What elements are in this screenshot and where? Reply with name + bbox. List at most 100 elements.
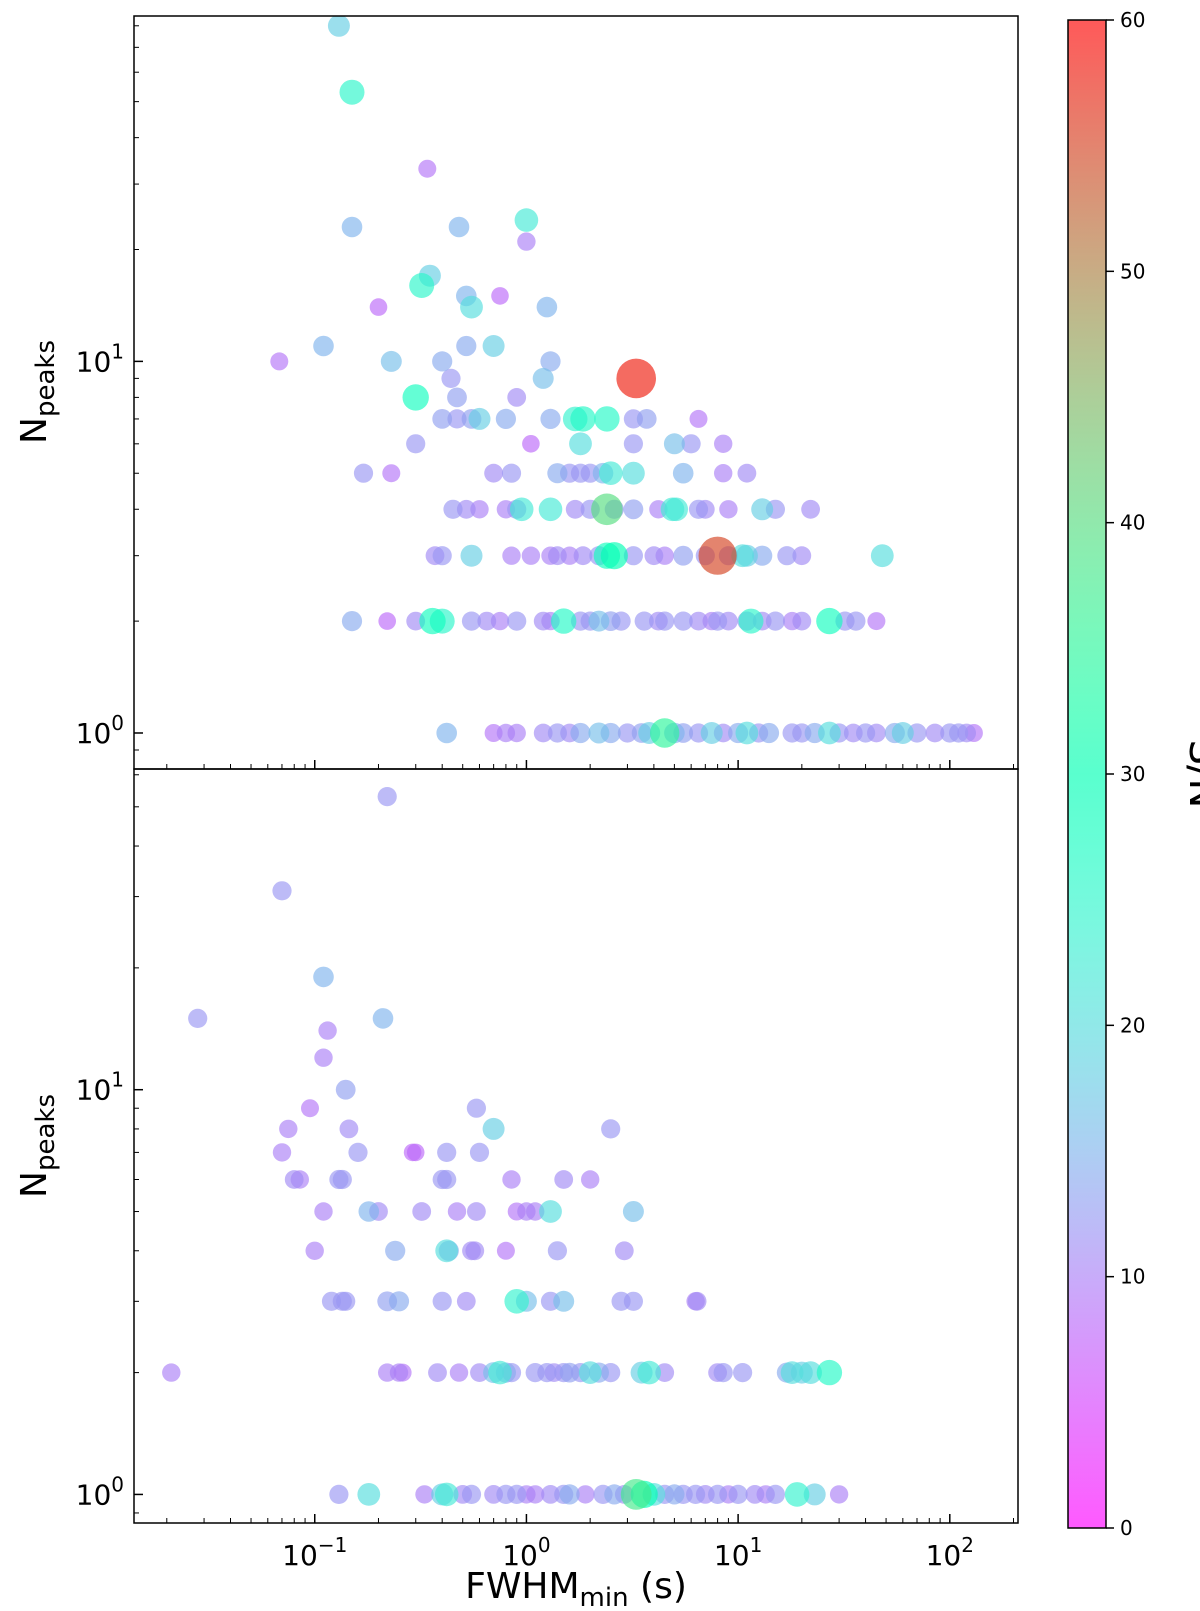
bottom-data-point bbox=[313, 966, 334, 988]
bottom-data-point bbox=[437, 1142, 457, 1162]
top-data-point bbox=[501, 463, 522, 483]
bottom-data-point bbox=[305, 1241, 324, 1261]
top-data-point bbox=[548, 546, 567, 566]
top-data-point bbox=[402, 384, 429, 411]
bottom-data-point bbox=[581, 1170, 600, 1189]
top-y-ticks: 100 101 bbox=[76, 25, 143, 770]
bottom-data-point bbox=[385, 1240, 406, 1261]
top-data-point bbox=[600, 542, 628, 570]
top-data-point bbox=[752, 545, 773, 566]
top-data-point bbox=[380, 350, 402, 372]
top-data-point bbox=[655, 611, 675, 631]
bottom-data-point bbox=[482, 1117, 505, 1140]
top-data-point bbox=[441, 368, 461, 388]
bottom-data-point bbox=[461, 1484, 482, 1504]
bottom-data-point bbox=[456, 1291, 476, 1311]
colorbar-tick-label: 30 bbox=[1120, 762, 1145, 786]
top-data-point bbox=[565, 499, 585, 519]
colorbar: 0 10 20 30 40 50 60 S/N bbox=[1067, 8, 1200, 1540]
bottom-data-point bbox=[435, 1239, 459, 1263]
bottom-data-point bbox=[389, 1363, 409, 1382]
top-data-point bbox=[673, 545, 694, 566]
colorbar-ticks: 0 10 20 30 40 50 60 bbox=[1106, 8, 1145, 1540]
top-data-point bbox=[270, 352, 289, 371]
top-data-point bbox=[461, 611, 482, 631]
bottom-data-point bbox=[559, 1362, 580, 1383]
bottom-data-point bbox=[465, 1241, 485, 1261]
x-axis-label: FWHMmin (s) bbox=[465, 1566, 687, 1611]
bottom-data-point bbox=[553, 1290, 575, 1312]
bottom-data-point bbox=[335, 1079, 356, 1100]
bottom-data-point bbox=[765, 1484, 786, 1504]
colorbar-gradient bbox=[1067, 19, 1107, 1529]
bottom-data-point bbox=[829, 1485, 849, 1504]
top-data-point bbox=[460, 295, 483, 319]
top-data-point bbox=[698, 536, 737, 575]
bottom-data-point bbox=[437, 1169, 457, 1190]
top-data-point bbox=[758, 722, 780, 744]
bottom-data-point bbox=[664, 1484, 685, 1505]
bottom-data-point bbox=[547, 1241, 568, 1261]
top-data-point bbox=[547, 463, 568, 484]
top-data-point bbox=[738, 608, 764, 634]
bottom-data-point bbox=[272, 1143, 292, 1162]
top-data-point bbox=[507, 723, 526, 743]
top-data-point bbox=[573, 546, 593, 566]
top-data-point bbox=[341, 611, 363, 632]
bottom-data-point bbox=[466, 1098, 486, 1118]
top-data-point bbox=[547, 723, 568, 743]
top-x-ticks bbox=[166, 760, 1015, 769]
bottom-y-axis-label: Npeaks bbox=[14, 1094, 61, 1198]
colorbar-tick-label: 60 bbox=[1120, 8, 1145, 32]
top-data-point bbox=[588, 610, 610, 632]
top-data-point bbox=[570, 722, 591, 744]
top-data-point bbox=[650, 718, 680, 748]
top-data-point bbox=[714, 464, 733, 483]
top-data-point bbox=[623, 546, 644, 566]
bottom-data-point bbox=[434, 1482, 459, 1507]
top-data-point bbox=[594, 406, 620, 432]
bottom-data-point bbox=[447, 1202, 467, 1221]
bottom-data-point bbox=[358, 1201, 380, 1222]
top-data-point bbox=[532, 367, 554, 389]
top-data-point bbox=[714, 434, 733, 453]
bottom-data-point bbox=[745, 1485, 765, 1504]
top-data-point bbox=[339, 79, 365, 105]
top-plot-frame bbox=[133, 15, 1019, 770]
x-tick-label: 10−1 bbox=[282, 1533, 347, 1572]
bottom-data-point bbox=[412, 1202, 432, 1221]
top-data-point bbox=[327, 16, 350, 37]
top-data-point bbox=[644, 546, 664, 566]
bottom-data-point bbox=[816, 1359, 843, 1386]
bottom-data-point bbox=[469, 1142, 490, 1162]
bottom-data-point bbox=[578, 1361, 602, 1384]
top-data-point bbox=[751, 498, 774, 521]
top-data-point bbox=[382, 464, 401, 483]
bottom-data-point bbox=[329, 1484, 349, 1504]
bottom-data-point bbox=[637, 1360, 661, 1385]
top-data-point bbox=[801, 499, 820, 519]
top-data-point bbox=[482, 335, 505, 357]
colorbar-label: S/N bbox=[1180, 740, 1200, 809]
top-data-point bbox=[689, 409, 708, 428]
bottom-data-point bbox=[604, 1484, 625, 1505]
top-data-point bbox=[681, 434, 701, 454]
top-data-point bbox=[521, 546, 541, 565]
top-data-point bbox=[460, 544, 483, 567]
bottom-data-point bbox=[541, 1485, 560, 1504]
top-data-point bbox=[378, 612, 397, 630]
top-data-point bbox=[846, 611, 866, 631]
panel-top: 100 101 Npeaks bbox=[14, 15, 1019, 770]
top-data-point bbox=[447, 387, 467, 408]
top-data-point bbox=[509, 497, 534, 522]
top-data-point bbox=[468, 407, 491, 430]
top-data-point bbox=[495, 408, 516, 429]
bottom-data-point bbox=[554, 1170, 574, 1189]
bottom-data-point bbox=[348, 1142, 368, 1162]
top-data-point bbox=[765, 611, 786, 631]
bottom-data-point bbox=[687, 1291, 707, 1311]
top-data-point bbox=[418, 159, 437, 178]
bottom-scatter-points bbox=[162, 787, 849, 1510]
bottom-data-point bbox=[728, 1484, 748, 1504]
top-data-point bbox=[432, 351, 453, 372]
